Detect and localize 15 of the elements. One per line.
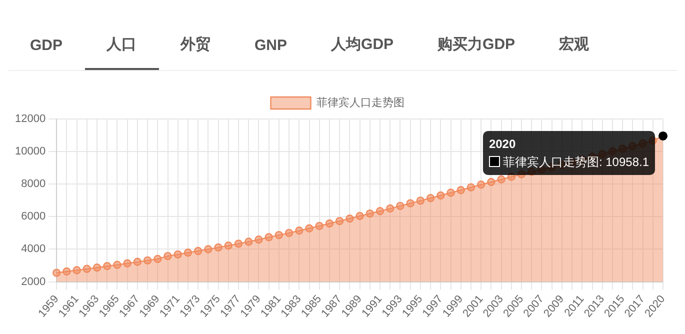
text: 人均GDP: [330, 35, 395, 55]
y-tick-label: 6000: [21, 210, 46, 223]
y-tick-label: 2000: [21, 276, 46, 288]
legend-label: 菲律宾人口走势图: [316, 96, 404, 110]
y-tick-label: 8000: [21, 178, 46, 190]
text: GDP: [29, 37, 64, 56]
text: 人口: [84, 35, 159, 70]
text: 外贸: [179, 35, 212, 55]
y-tick-label: 12000: [14, 113, 46, 126]
text: 购买力GDP: [436, 35, 516, 55]
y-tick-label: 10000: [14, 146, 46, 158]
y-tick-label: 4000: [21, 243, 46, 256]
annotation: 2020 菲律宾人口走势图: 10958.1: [488, 136, 649, 171]
text: 宏观: [558, 35, 590, 55]
text: GNP: [254, 37, 288, 56]
